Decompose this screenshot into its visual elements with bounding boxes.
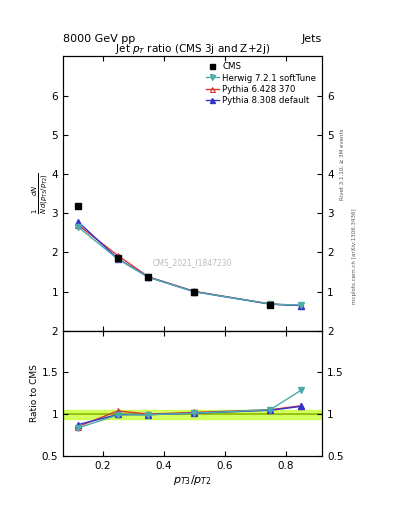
Y-axis label: $\frac{1}{N}\frac{dN}{d(p_{T3}/p_{T2})}$: $\frac{1}{N}\frac{dN}{d(p_{T3}/p_{T2})}$ xyxy=(30,173,50,214)
Text: 8000 GeV pp: 8000 GeV pp xyxy=(63,33,135,44)
Herwig 7.2.1 softTune xyxy=(299,302,303,308)
Bar xyxy=(63,410,322,419)
Line: Herwig 7.2.1 softTune: Herwig 7.2.1 softTune xyxy=(75,224,304,308)
Legend: CMS, Herwig 7.2.1 softTune, Pythia 6.428 370, Pythia 8.308 default: CMS, Herwig 7.2.1 softTune, Pythia 6.428… xyxy=(204,60,318,106)
Pythia 6.428 370 xyxy=(116,252,120,259)
Herwig 7.2.1 softTune xyxy=(116,256,120,262)
Line: Pythia 8.308 default: Pythia 8.308 default xyxy=(75,219,304,308)
Pythia 6.428 370 xyxy=(268,301,273,307)
Y-axis label: Ratio to CMS: Ratio to CMS xyxy=(29,365,39,422)
Herwig 7.2.1 softTune xyxy=(192,289,196,295)
Text: CMS_2021_I1847230: CMS_2021_I1847230 xyxy=(153,258,232,267)
CMS xyxy=(192,289,196,295)
Text: Rivet 3.1.10, ≥ 3M events: Rivet 3.1.10, ≥ 3M events xyxy=(340,128,345,200)
Line: Pythia 6.428 370: Pythia 6.428 370 xyxy=(75,222,304,308)
Pythia 8.308 default xyxy=(76,219,81,225)
Pythia 6.428 370 xyxy=(76,222,81,228)
CMS xyxy=(116,255,120,262)
Herwig 7.2.1 softTune xyxy=(76,224,81,230)
Herwig 7.2.1 softTune xyxy=(268,301,273,307)
Text: mcplots.cern.ch [arXiv:1306.3436]: mcplots.cern.ch [arXiv:1306.3436] xyxy=(352,208,357,304)
X-axis label: $p_{T3}/p_{T2}$: $p_{T3}/p_{T2}$ xyxy=(173,473,212,487)
Pythia 8.308 default xyxy=(192,289,196,295)
Pythia 6.428 370 xyxy=(299,303,303,309)
Pythia 8.308 default xyxy=(146,274,151,280)
Title: Jet $p_T$ ratio (CMS 3j and Z+2j): Jet $p_T$ ratio (CMS 3j and Z+2j) xyxy=(115,42,270,56)
Line: CMS: CMS xyxy=(75,203,273,308)
Pythia 8.308 default xyxy=(268,301,273,307)
Pythia 6.428 370 xyxy=(146,274,151,280)
Pythia 6.428 370 xyxy=(192,288,196,294)
Pythia 8.308 default xyxy=(299,303,303,309)
Text: Jets: Jets xyxy=(302,33,322,44)
CMS xyxy=(76,203,81,209)
Pythia 8.308 default xyxy=(116,255,120,262)
Herwig 7.2.1 softTune xyxy=(146,274,151,280)
CMS xyxy=(146,274,151,280)
CMS xyxy=(268,302,273,308)
